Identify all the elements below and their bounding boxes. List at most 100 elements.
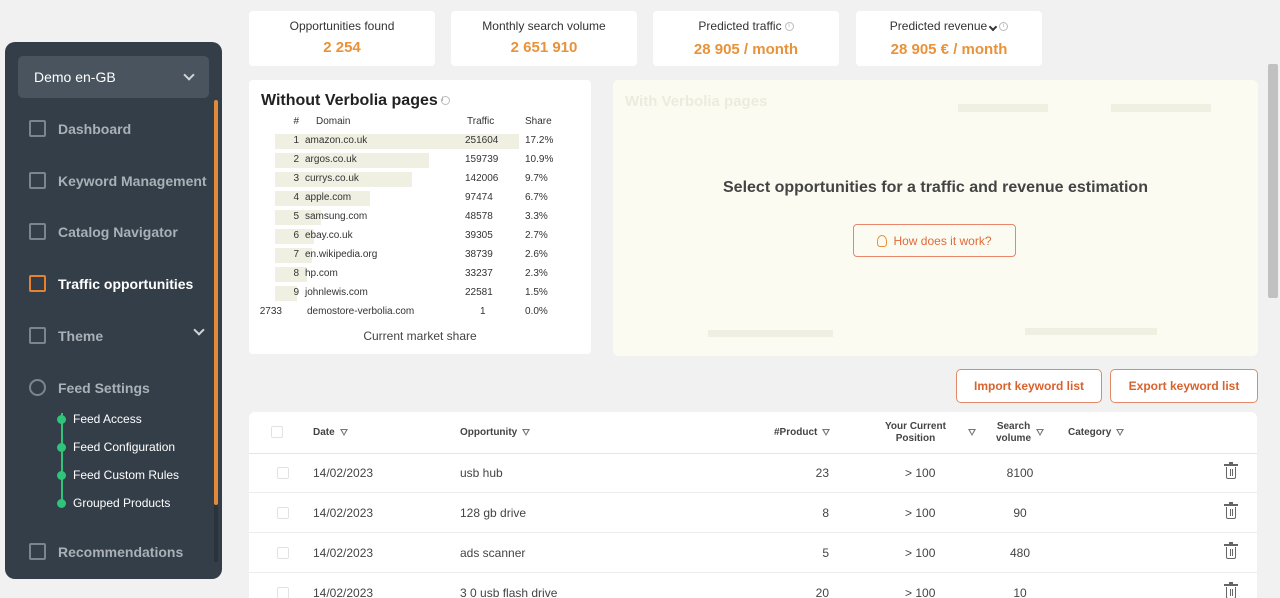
column-header-search-volume[interactable]: Search volume: [996, 412, 1045, 453]
filter-icon[interactable]: [967, 429, 976, 436]
share-cell: 1.5%: [525, 287, 548, 298]
stat-card-opportunities: Opportunities found 2 254: [249, 11, 435, 66]
sidebar-subitem-feed-custom-rules[interactable]: Feed Custom Rules: [57, 468, 179, 482]
status-dot: [57, 442, 66, 452]
how-button-label: How does it work?: [893, 233, 992, 248]
info-icon[interactable]: i: [999, 22, 1009, 32]
market-share-row: 2 argos.co.uk 159739 10.9%: [269, 151, 569, 170]
product-cell: 20: [815, 586, 829, 598]
traffic-cell: 142006: [465, 173, 499, 184]
column-header-category[interactable]: Category: [1068, 412, 1125, 453]
rank-cell: 2733: [259, 306, 282, 317]
row-checkbox[interactable]: [277, 467, 289, 479]
search-volume-cell: 480: [1009, 546, 1031, 560]
share-bar: [275, 134, 519, 149]
filter-icon[interactable]: [339, 429, 348, 436]
sidebar-item-keyword-management[interactable]: Keyword Management: [29, 172, 207, 189]
filter-icon[interactable]: [1116, 429, 1125, 436]
sidebar-item-recommendations[interactable]: Recommendations: [29, 543, 183, 560]
share-bar: [275, 248, 312, 263]
domain-cell: hp.com: [305, 268, 338, 279]
domain-cell: johnlewis.com: [305, 287, 368, 298]
sidebar-subitem-label: Feed Access: [73, 412, 142, 426]
sidebar-item-traffic-opportunities[interactable]: Traffic opportunities: [29, 275, 193, 292]
table-row[interactable]: 14/02/2023 usb hub 23 > 100 8100: [249, 453, 1257, 493]
sidebar-item-label: Recommendations: [58, 543, 184, 560]
sidebar-subitem-feed-configuration[interactable]: Feed Configuration: [57, 440, 175, 454]
position-cell: > 100: [905, 586, 936, 598]
info-icon[interactable]: i: [784, 22, 794, 32]
row-checkbox[interactable]: [277, 587, 289, 598]
share-cell: 17.2%: [525, 135, 554, 146]
filter-icon[interactable]: [522, 429, 531, 436]
store-select[interactable]: Demo en-GB: [18, 56, 209, 98]
sidebar-item-theme[interactable]: Theme: [29, 324, 209, 344]
import-keyword-list-button[interactable]: Import keyword list: [956, 369, 1102, 403]
page-scrollbar-thumb[interactable]: [1268, 64, 1278, 298]
sidebar-subitem-label: Feed Custom Rules: [73, 468, 180, 482]
trash-icon[interactable]: [1224, 582, 1238, 598]
market-share-row: 3 currys.co.uk 142006 9.7%: [269, 170, 569, 189]
market-share-row: 9 johnlewis.com 22581 1.5%: [269, 284, 569, 303]
share-bar: [275, 172, 412, 187]
header-label: Opportunity: [460, 427, 518, 438]
traffic-cell: 38739: [465, 249, 493, 260]
header-label: Category: [1068, 427, 1112, 438]
export-keyword-list-button[interactable]: Export keyword list: [1110, 369, 1258, 403]
feed-icon: [29, 379, 46, 396]
share-cell: 2.3%: [525, 268, 548, 279]
domain-cell: en.wikipedia.org: [305, 249, 378, 260]
table-row[interactable]: 14/02/2023 128 gb drive 8 > 100 90: [249, 493, 1257, 533]
star-icon: [29, 275, 46, 292]
stat-label-row: Predicted revenue i: [856, 19, 1042, 33]
column-header-date[interactable]: Date: [313, 412, 348, 453]
trash-icon[interactable]: [1224, 502, 1238, 519]
rank-cell: 7: [293, 249, 299, 260]
opportunity-cell: 128 gb drive: [460, 506, 527, 520]
table-row[interactable]: 14/02/2023 3 0 usb flash drive 20 > 100 10: [249, 573, 1257, 598]
share-bar: [275, 286, 297, 301]
trash-icon[interactable]: [1224, 542, 1238, 559]
domain-cell: demostore-verbolia.com: [307, 306, 415, 317]
header-label: Position: [895, 432, 936, 444]
search-volume-cell: 10: [1013, 586, 1027, 598]
sub-menu-line: [61, 413, 63, 505]
sidebar-subitem-grouped-products[interactable]: Grouped Products: [57, 496, 170, 510]
rank-cell: 6: [293, 230, 299, 241]
how-does-it-work-button[interactable]: How does it work?: [853, 224, 1016, 257]
product-cell: 5: [822, 546, 829, 560]
select-all-checkbox[interactable]: [271, 426, 283, 438]
catalog-icon: [29, 223, 46, 240]
domain-cell: ebay.co.uk: [305, 230, 353, 241]
sidebar-subitem-feed-access[interactable]: Feed Access: [57, 412, 142, 426]
sidebar-item-feed-settings[interactable]: Feed Settings: [29, 379, 150, 396]
sidebar-scrollbar-thumb[interactable]: [214, 100, 218, 505]
date-cell: 14/02/2023: [313, 546, 374, 560]
row-checkbox[interactable]: [277, 507, 289, 519]
stat-card-traffic: Predicted traffic i 28 905 / month: [653, 11, 839, 66]
column-header-product[interactable]: #Product: [774, 412, 831, 453]
info-icon[interactable]: i: [440, 96, 450, 106]
sidebar-item-dashboard[interactable]: Dashboard: [29, 120, 131, 137]
status-dot: [57, 414, 66, 424]
market-share-rows: 1 amazon.co.uk 251604 17.2% 2 argos.co.uk 1597…: [260, 132, 569, 322]
date-cell: 14/02/2023: [313, 466, 374, 480]
stat-value: 2 254: [323, 39, 361, 56]
column-header-opportunity[interactable]: Opportunity: [460, 412, 531, 453]
chevron-down-icon[interactable]: [988, 22, 998, 32]
opportunity-cell: ads scanner: [460, 546, 526, 560]
header-label: Search: [996, 420, 1031, 432]
share-cell: 6.7%: [525, 192, 548, 203]
filter-icon[interactable]: [822, 429, 831, 436]
trash-icon[interactable]: [1224, 462, 1238, 479]
header-label-stack: Your Current Position: [885, 421, 946, 445]
sidebar-item-catalog-navigator[interactable]: Catalog Navigator: [29, 223, 178, 240]
store-select-label: Demo en-GB: [34, 69, 116, 85]
with-verbolia-panel: With Verbolia pages Select opportunities…: [613, 80, 1258, 356]
column-header-position[interactable]: Your Current Position: [885, 412, 976, 453]
table-row[interactable]: 14/02/2023 ads scanner 5 > 100 480: [249, 533, 1257, 573]
row-checkbox[interactable]: [277, 547, 289, 559]
filter-icon[interactable]: [1036, 429, 1045, 436]
panel-title: Without Verbolia pages i: [261, 92, 450, 110]
stat-label[interactable]: Predicted revenue: [889, 19, 988, 33]
